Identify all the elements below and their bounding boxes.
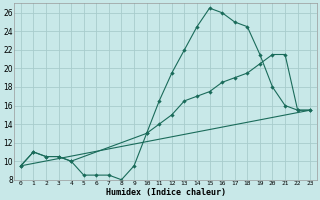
- X-axis label: Humidex (Indice chaleur): Humidex (Indice chaleur): [106, 188, 226, 197]
